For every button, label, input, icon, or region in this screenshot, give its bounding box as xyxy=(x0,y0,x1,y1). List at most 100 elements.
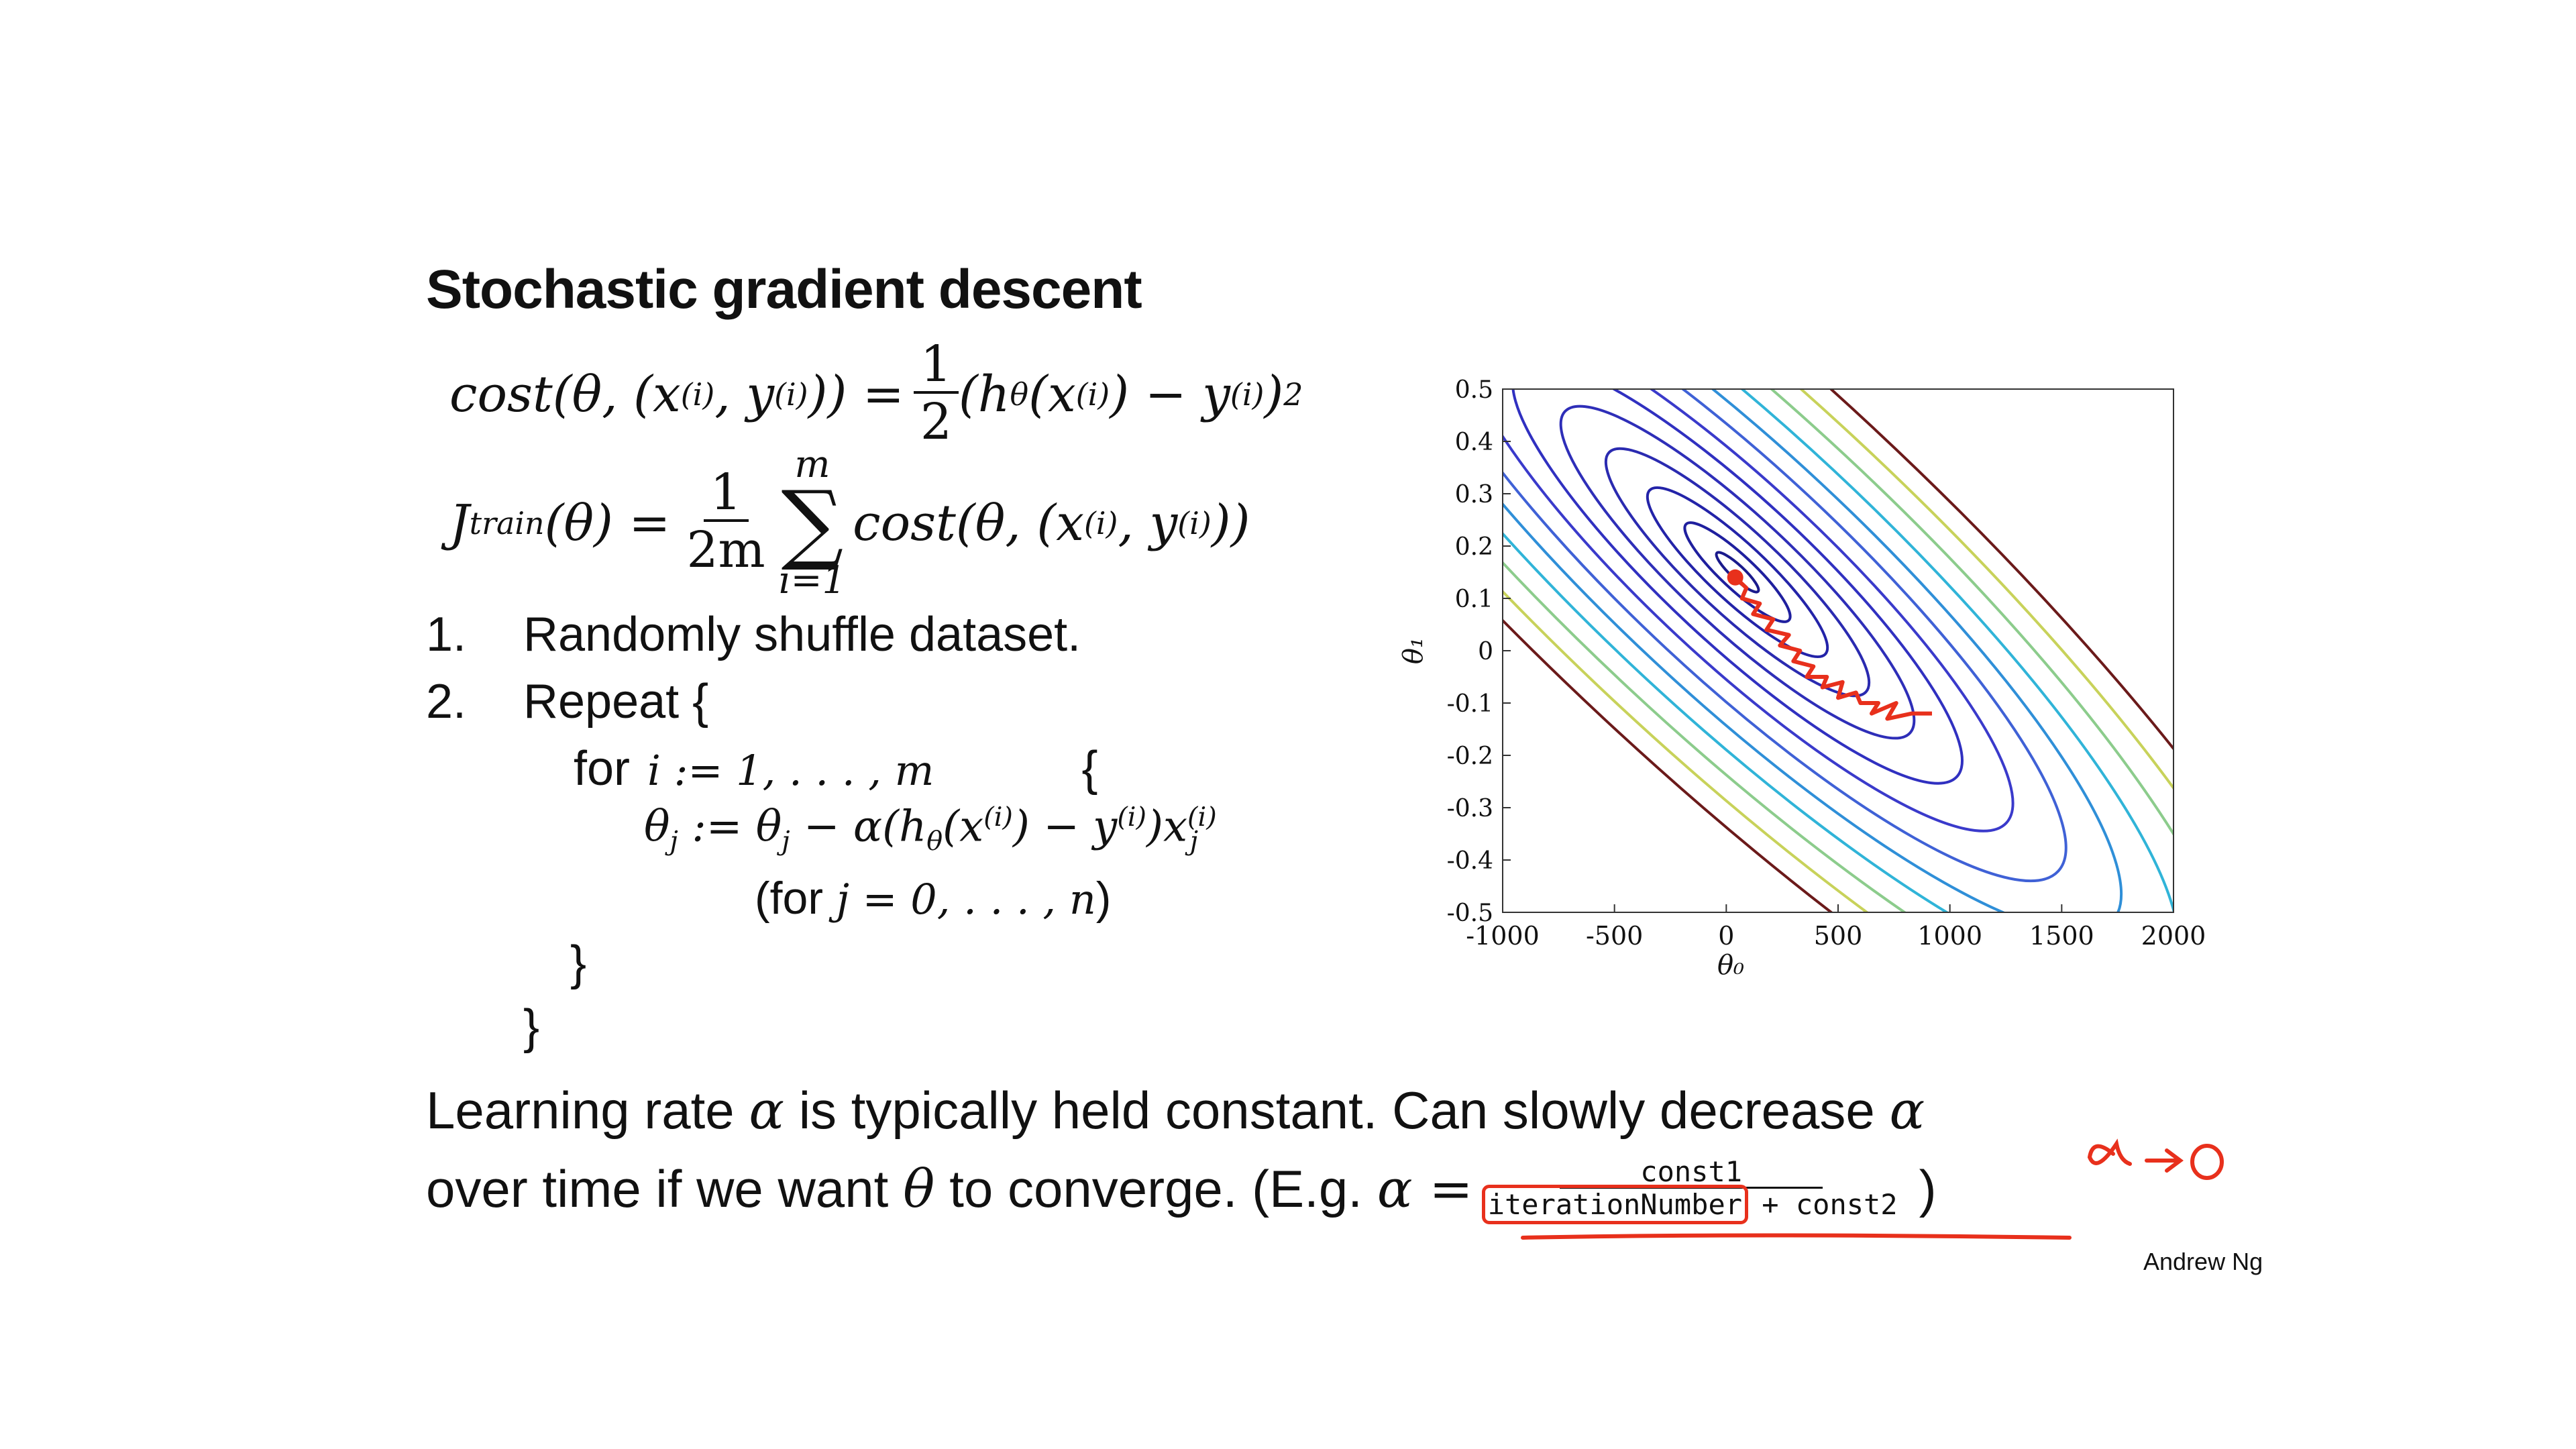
sum-upper-limit: m xyxy=(794,443,830,486)
y-tick-label: -0.4 xyxy=(1447,847,1493,875)
minus-alpha-h: − α(h xyxy=(790,802,927,852)
y-axis-label: θ₁ xyxy=(1398,637,1429,664)
for-j-range: j = 0, . . . , n xyxy=(823,875,1096,924)
assign-theta: := θ xyxy=(678,802,782,852)
contour-level xyxy=(1559,405,1916,740)
contour-level xyxy=(1503,389,2123,912)
summation: m ∑ i=1 xyxy=(779,446,846,600)
j-symbol: J xyxy=(449,494,470,552)
cost-lhs-tail: )) = xyxy=(808,366,904,424)
contour-level xyxy=(1683,521,1792,623)
close-paren: ) xyxy=(1919,1159,1937,1219)
contour-level xyxy=(1503,389,2174,912)
j-lhs-tail: (θ) = xyxy=(544,494,671,552)
held-constant-text: is typically held constant. Can slowly d… xyxy=(798,1081,1875,1140)
j-rhs-cost: cost(θ, (x xyxy=(853,494,1084,552)
contour-level xyxy=(1646,486,1829,659)
contour-level xyxy=(1503,389,2174,912)
alpha-symbol: α xyxy=(1889,1081,1925,1141)
x-tick-label: 1500 xyxy=(2029,921,2094,951)
contour-level xyxy=(1511,389,1964,785)
step-1-text: Randomly shuffle dataset. xyxy=(523,608,1081,661)
theta-j: θ xyxy=(644,802,670,852)
sgd-path xyxy=(1733,576,1932,721)
j-denominator: 2m xyxy=(686,521,765,579)
contour-lines xyxy=(1503,389,2174,912)
square-exponent: 2 xyxy=(1283,376,1303,413)
plus-const2: + const2 xyxy=(1745,1188,1898,1222)
contour-level xyxy=(1503,389,2068,883)
bottom-line-1: Learning rate α is typically held consta… xyxy=(426,1080,1925,1141)
for-j-open: (for xyxy=(755,873,823,924)
y-tick-label: -0.2 xyxy=(1447,743,1493,770)
y-tick-label: 0.5 xyxy=(1455,376,1493,404)
for-j-close: ) xyxy=(1095,873,1112,924)
j-rhs-close: )) xyxy=(1211,494,1250,552)
x-tick-label: 2000 xyxy=(2141,921,2206,951)
cost-rhs-x: (x xyxy=(1028,366,1076,424)
y-tick-label: 0.1 xyxy=(1455,586,1493,613)
iteration-number: iterationNumber xyxy=(1481,1185,1749,1225)
y-tick-label: 0.2 xyxy=(1455,533,1493,561)
cost-lhs: cost(θ, (x xyxy=(449,366,681,424)
y-tick-label: -0.1 xyxy=(1447,690,1493,718)
x-tick-label: -500 xyxy=(1586,921,1643,951)
sigma-symbol: ∑ xyxy=(781,472,844,574)
theta-subscript: θ xyxy=(926,826,943,857)
decay-denominator: iterationNumber + const2 xyxy=(1479,1185,1904,1225)
alpha-equals: α = xyxy=(1377,1159,1473,1220)
train-subscript: train xyxy=(469,504,545,541)
for-open-brace: { xyxy=(1081,742,1098,796)
step-2-number: 2. xyxy=(426,675,467,729)
y-tick-label: 0 xyxy=(1478,638,1493,665)
converge-text: to converge. (E.g. xyxy=(949,1159,1362,1219)
superscript-i: (i) xyxy=(1083,504,1118,541)
superscript-i: (i) xyxy=(1230,376,1265,413)
learning-rate-text: Learning rate xyxy=(426,1081,735,1140)
underline-stroke xyxy=(1521,1233,2072,1240)
sgd-start-point xyxy=(1727,569,1743,586)
contour-level xyxy=(1503,389,2174,912)
update-xj: )x xyxy=(1146,802,1188,852)
theta-subscript: θ xyxy=(1010,376,1029,413)
superscript-i: (i) xyxy=(774,376,808,413)
sum-lower-limit: i=1 xyxy=(778,559,847,602)
superscript-i: (i) xyxy=(983,802,1013,833)
plot-frame xyxy=(1502,388,2174,913)
y-tick-label: -0.3 xyxy=(1447,795,1493,822)
step-2-text: Repeat { xyxy=(523,675,709,729)
update-rule: θj := θj − α(hθ(x(i)) − y(i))x(i)j xyxy=(644,802,1217,857)
inner-close-brace: } xyxy=(570,936,587,990)
cost-rhs-close: ) xyxy=(1264,366,1284,424)
x-axis-label: θ₀ xyxy=(1717,950,1744,979)
alpha-symbol: α xyxy=(749,1081,785,1141)
handwritten-alpha-to-zero xyxy=(2087,1138,2224,1180)
superscript-i: (i) xyxy=(680,376,715,413)
y-tick-label: -0.5 xyxy=(1447,900,1493,927)
for-range: i := 1, . . . , m xyxy=(647,746,934,795)
for-j-line: (for j = 0, . . . , n) xyxy=(755,872,1111,924)
contour-level xyxy=(1604,447,1871,698)
bottom-line-2: over time if we want θ to converge. (E.g… xyxy=(426,1157,1937,1225)
half-numerator: 1 xyxy=(913,338,959,394)
x-tick-label: 0 xyxy=(1718,921,1734,951)
j-subscript: j xyxy=(669,826,678,857)
half-denominator: 2 xyxy=(920,392,952,451)
for-loop-line: for i := 1, . . . , m { xyxy=(574,741,1098,796)
y-tick-label: 0.3 xyxy=(1455,481,1493,508)
superscript-i: (i) xyxy=(1075,376,1110,413)
outer-close-brace: } xyxy=(523,1000,540,1054)
superscript-i: (i) xyxy=(1177,504,1212,541)
y-tick-label: 0.4 xyxy=(1455,429,1493,456)
contour-chart: -1000 -500 0 500 1000 1500 2000 0.5 0.4 0.3 0.2 0.1… xyxy=(1398,376,2206,979)
cost-rhs-y: ) − y xyxy=(1110,366,1230,424)
cost-y: , y xyxy=(714,366,775,424)
slide-title: Stochastic gradient descent xyxy=(426,259,1142,320)
half-fraction: 1 2 xyxy=(913,338,959,451)
for-keyword: for xyxy=(574,742,631,796)
theta-symbol: θ xyxy=(903,1159,935,1220)
step-1-number: 1. xyxy=(426,608,467,661)
